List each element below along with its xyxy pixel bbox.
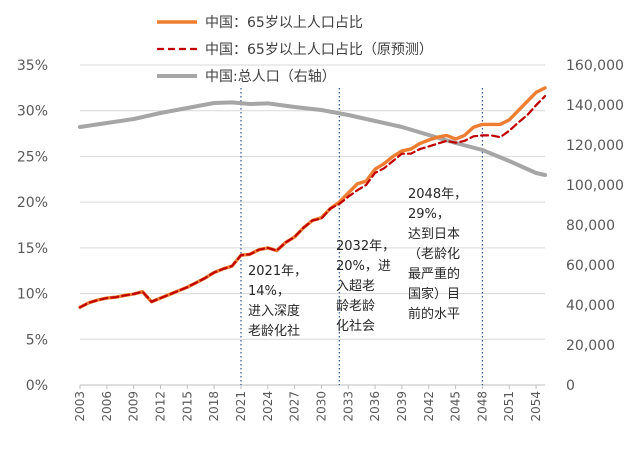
right-tick-label: 40,000 bbox=[566, 298, 615, 314]
left-tick-label: 35% bbox=[17, 58, 48, 74]
left-tick-label: 30% bbox=[17, 104, 48, 120]
right-tick-label: 140,000 bbox=[566, 98, 624, 114]
x-tick-label: 2048 bbox=[475, 391, 489, 422]
right-y-axis: 0 20,000 40,000 60,000 80,000 100,000 120,000 1… bbox=[566, 58, 624, 394]
x-tick-label: 2006 bbox=[100, 391, 114, 422]
right-tick-label: 0 bbox=[566, 378, 575, 394]
series-line-1 bbox=[78, 94, 547, 309]
right-tick-label: 80,000 bbox=[566, 218, 615, 234]
x-tick-label: 2018 bbox=[207, 391, 221, 422]
right-tick-label: 100,000 bbox=[566, 178, 624, 194]
x-tick-label: 2015 bbox=[180, 391, 194, 422]
x-tick-label: 2039 bbox=[395, 391, 409, 422]
annotations: 2021年， 14%，进入深度老龄化社 2032年， 20%，进入超老龄老龄化社会20… bbox=[248, 187, 467, 339]
series-line-0 bbox=[78, 86, 547, 309]
x-tick-label: 2042 bbox=[422, 391, 436, 422]
annotation-2032: 2032年， 20%，进入超老龄老龄化社会 bbox=[336, 239, 395, 334]
left-tick-label: 15% bbox=[17, 241, 48, 257]
x-tick-label: 2003 bbox=[73, 391, 87, 422]
legend-label-1: 中国：65岁以上人口占比（原预测） bbox=[205, 42, 433, 58]
right-tick-label: 120,000 bbox=[566, 138, 624, 154]
right-tick-label: 160,000 bbox=[566, 58, 624, 74]
x-tick-label: 2012 bbox=[153, 391, 167, 422]
x-tick-label: 2054 bbox=[529, 391, 543, 422]
series-line-2 bbox=[78, 100, 547, 177]
x-axis: 2003 2006 2009 2012 2015 2018 2021 2024 2027 2030… bbox=[73, 384, 545, 422]
right-tick-label: 60,000 bbox=[566, 258, 615, 274]
annotation-2021: 2021年， 14%，进入深度老龄化社 bbox=[248, 264, 307, 339]
x-tick-label: 2027 bbox=[288, 391, 302, 422]
right-tick-label: 20,000 bbox=[566, 338, 615, 354]
x-tick-label: 2051 bbox=[502, 391, 516, 422]
annotation-reference-lines bbox=[240, 88, 484, 385]
x-tick-label: 2045 bbox=[449, 391, 463, 422]
x-tick-label: 2021 bbox=[234, 391, 248, 422]
left-tick-label: 0% bbox=[26, 378, 48, 394]
x-tick-label: 2009 bbox=[127, 391, 141, 422]
left-y-axis: 0% 5% 10% 15% 20% 25% 30% 35% bbox=[17, 58, 48, 394]
x-tick-label: 2030 bbox=[314, 391, 328, 422]
x-tick-label: 2024 bbox=[261, 391, 275, 422]
series-layer bbox=[78, 86, 547, 309]
legend-label-2: 中国:总人口（右轴） bbox=[205, 69, 336, 85]
x-tick-label: 2033 bbox=[341, 391, 355, 422]
left-tick-label: 5% bbox=[26, 332, 48, 348]
left-tick-label: 10% bbox=[17, 287, 48, 303]
left-tick-label: 20% bbox=[17, 195, 48, 211]
horizontal-gridlines bbox=[80, 64, 545, 386]
left-tick-label: 25% bbox=[17, 149, 48, 165]
legend-label-0: 中国：65岁以上人口占比 bbox=[205, 15, 363, 31]
x-tick-label: 2036 bbox=[368, 391, 382, 422]
annotation-2048: 2048年， 29%，达到日本（老龄化最严重的国家）目前的水平 bbox=[408, 187, 467, 322]
